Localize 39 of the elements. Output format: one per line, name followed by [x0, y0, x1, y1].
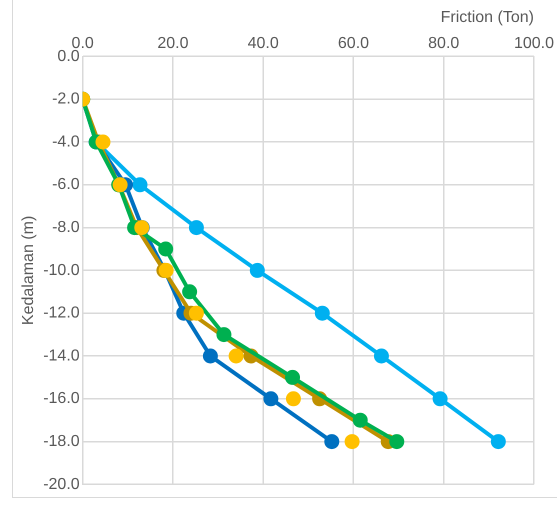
point [352, 412, 368, 428]
x-tick-label: 60.0 [338, 35, 370, 52]
y-tick-label: -10.0 [43, 262, 80, 279]
y-tick-label: -4.0 [52, 133, 80, 150]
y-tick-label: -2.0 [52, 90, 80, 108]
point [285, 370, 300, 385]
y-tick-label: 0.0 [57, 48, 80, 65]
point [374, 348, 389, 364]
point [132, 177, 148, 192]
x-tick-label: 100.0 [514, 35, 554, 52]
y-tick-label: -20.0 [43, 476, 80, 493]
point [432, 391, 448, 406]
x-tick-label: 40.0 [248, 35, 279, 52]
point [389, 434, 404, 450]
x-axis-title: Friction (Ton) [440, 9, 534, 26]
point [182, 284, 198, 300]
point [286, 391, 301, 406]
y-tick-label: -16.0 [43, 390, 80, 408]
x-tick-label: 80.0 [428, 35, 460, 52]
point [250, 262, 265, 278]
y-tick-label: -8.0 [52, 219, 80, 236]
point [490, 434, 506, 450]
point [263, 391, 278, 406]
y-tick-label: -18.0 [43, 433, 80, 450]
point [95, 134, 110, 150]
point [216, 327, 232, 342]
point [202, 348, 218, 364]
x-tick-label: 20.0 [157, 35, 189, 52]
point [324, 434, 340, 450]
point [188, 306, 204, 321]
y-tick-label: -14.0 [43, 347, 80, 364]
point [314, 306, 330, 321]
point [344, 434, 360, 450]
point [158, 242, 174, 256]
y-tick-label: -12.0 [43, 304, 80, 322]
y-axis-title: Kedalaman (m) [20, 216, 38, 326]
point [188, 220, 204, 236]
point [228, 348, 244, 364]
y-tick-label: -6.0 [52, 176, 80, 194]
